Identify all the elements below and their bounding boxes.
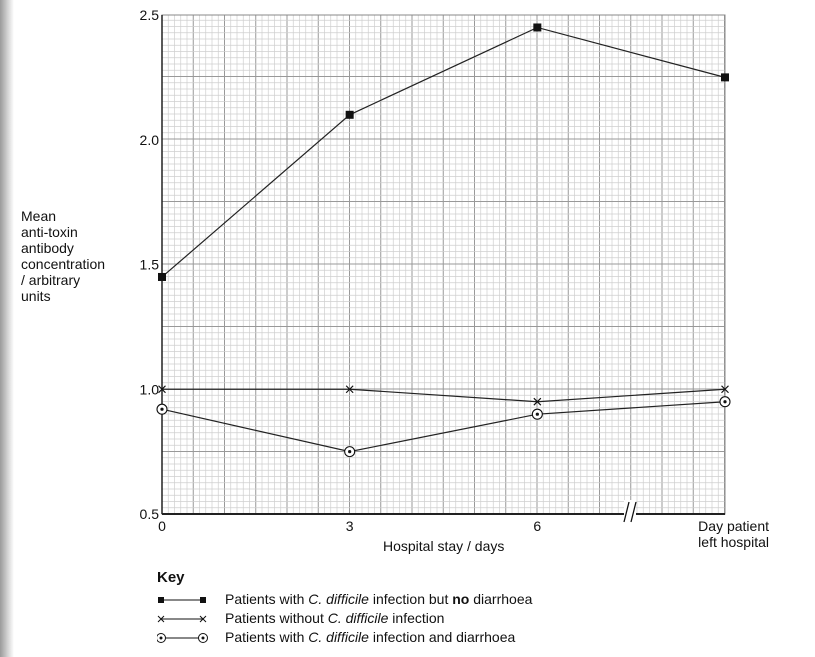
grid: [161, 15, 725, 515]
data-point-cross: [345, 385, 354, 394]
y-label-line: Mean: [21, 208, 57, 224]
data-point-circled-dot: [531, 408, 543, 420]
x-tick-label: Day patient: [698, 518, 769, 534]
data-point-square: [533, 23, 542, 32]
marker-dot: [535, 412, 539, 416]
axis-break-mark: [623, 501, 630, 523]
legend-text: infection and diarrhoea: [368, 629, 516, 645]
y-tick-label: 1.0: [140, 381, 160, 397]
series-line-1: [162, 388, 726, 403]
legend-item-diarrhoea: Patients with C. difficile infection and…: [157, 628, 532, 647]
legend-text: infection but: [368, 591, 453, 607]
legend-text-bold: no: [452, 591, 470, 607]
x-tick-label: 3: [346, 518, 354, 534]
legend-text: infection: [388, 610, 445, 626]
legend-text: Patients with: [225, 591, 309, 607]
x-tick-label: left hospital: [698, 534, 769, 550]
y-label-line: anti-toxin: [21, 224, 78, 240]
legend-text-italic: C. difficile: [327, 610, 389, 626]
axis-break-mark: [630, 501, 637, 523]
series-line-2: [161, 401, 726, 453]
x-axis-label: Hospital stay / days: [383, 538, 504, 554]
y-label-line: / arbitrary: [21, 272, 81, 288]
data-point-square: [721, 73, 729, 82]
y-tick-label: 2.5: [140, 7, 160, 23]
legend-text: diarrhoea: [469, 591, 533, 607]
page-edge-shadow: [0, 0, 14, 657]
legend-item-no-infection: Patients without C. difficile infection: [157, 609, 532, 628]
marker-dot: [160, 407, 164, 411]
legend: Key Patients with C. difficile infection…: [157, 569, 532, 647]
y-label-line: units: [21, 288, 51, 304]
legend-item-no-diarrhoea: Patients with C. difficile infection but…: [157, 590, 532, 609]
data-point-square: [158, 272, 166, 281]
data-point-circled-dot: [344, 446, 356, 458]
data-point-cross: [533, 397, 542, 406]
y-tick-label: 0.5: [140, 506, 160, 522]
legend-text-italic: C. difficile: [308, 629, 369, 645]
y-tick-label: 1.5: [140, 257, 160, 273]
axis-break-gap: [624, 500, 636, 524]
marker-dot: [723, 400, 727, 404]
x-tick-label: 6: [533, 518, 541, 534]
data-point-square: [345, 110, 354, 119]
data-point-cross: [721, 385, 729, 394]
series-line-0: [161, 26, 726, 278]
data-point-circled-dot: [719, 396, 731, 408]
y-label-line: antibody: [21, 240, 74, 256]
circled-dot-marker-icon: [157, 633, 208, 643]
data-point-circled-dot: [156, 403, 168, 415]
y-label-line: concentration: [21, 256, 106, 272]
y-axis-label: Mean anti-toxin antibody concentration /…: [21, 208, 105, 304]
legend-title: Key: [157, 569, 185, 586]
cross-marker-icon: [157, 615, 207, 623]
data-point-cross: [158, 385, 166, 394]
legend-text-italic: C. difficile: [308, 591, 369, 607]
y-tick-label: 2.0: [140, 132, 160, 148]
legend-text: Patients without: [225, 610, 328, 626]
legend-text: Patients with: [225, 629, 309, 645]
x-tick-label: 0: [158, 518, 166, 534]
marker-dot: [348, 450, 352, 454]
filled-square-marker-icon: [158, 597, 206, 603]
